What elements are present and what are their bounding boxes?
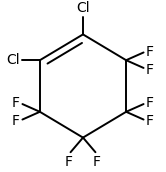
Text: F: F [146, 114, 154, 128]
Text: F: F [146, 45, 154, 59]
Text: F: F [146, 63, 154, 77]
Text: Cl: Cl [76, 1, 90, 15]
Text: F: F [65, 155, 73, 169]
Text: Cl: Cl [7, 53, 20, 67]
Text: F: F [12, 114, 20, 128]
Text: F: F [93, 155, 101, 169]
Text: F: F [146, 96, 154, 110]
Text: F: F [12, 96, 20, 110]
